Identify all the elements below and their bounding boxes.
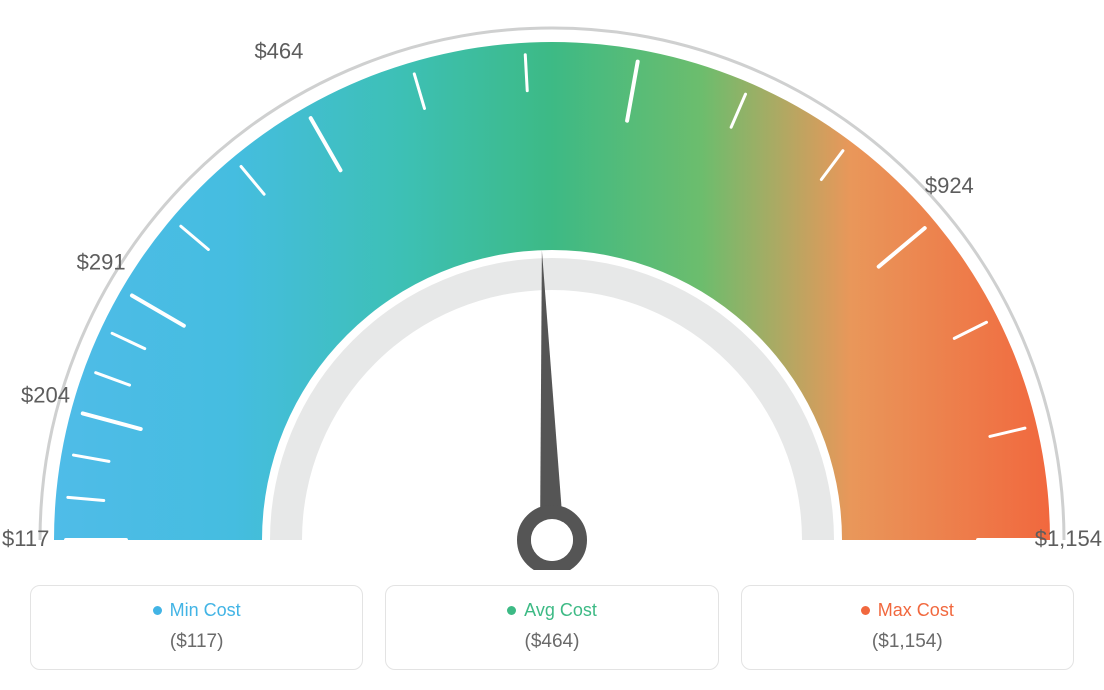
svg-text:$117: $117 [2,526,49,551]
legend: Min Cost ($117) Avg Cost ($464) Max Cost… [30,585,1074,670]
svg-text:$1,154: $1,154 [1035,526,1102,551]
legend-box-avg: Avg Cost ($464) [385,585,718,670]
legend-label-max: Max Cost [861,600,954,621]
legend-value-avg: ($464) [396,631,707,653]
legend-label-avg: Avg Cost [507,600,597,621]
legend-label-text: Min Cost [170,600,241,621]
dot-icon [507,606,516,615]
svg-text:$291: $291 [77,249,126,274]
svg-text:$204: $204 [21,383,70,408]
legend-value-min: ($117) [41,631,352,653]
dot-icon [861,606,870,615]
gauge-chart: $117$204$291$464$694$924$1,154 [0,0,1104,570]
chart-container: $117$204$291$464$694$924$1,154 Min Cost … [0,0,1104,690]
legend-box-max: Max Cost ($1,154) [741,585,1074,670]
legend-value-max: ($1,154) [752,631,1063,653]
dot-icon [153,606,162,615]
svg-text:$464: $464 [254,39,303,64]
legend-box-min: Min Cost ($117) [30,585,363,670]
legend-label-text: Max Cost [878,600,954,621]
svg-text:$924: $924 [925,173,974,198]
legend-label-text: Avg Cost [524,600,597,621]
legend-label-min: Min Cost [153,600,241,621]
